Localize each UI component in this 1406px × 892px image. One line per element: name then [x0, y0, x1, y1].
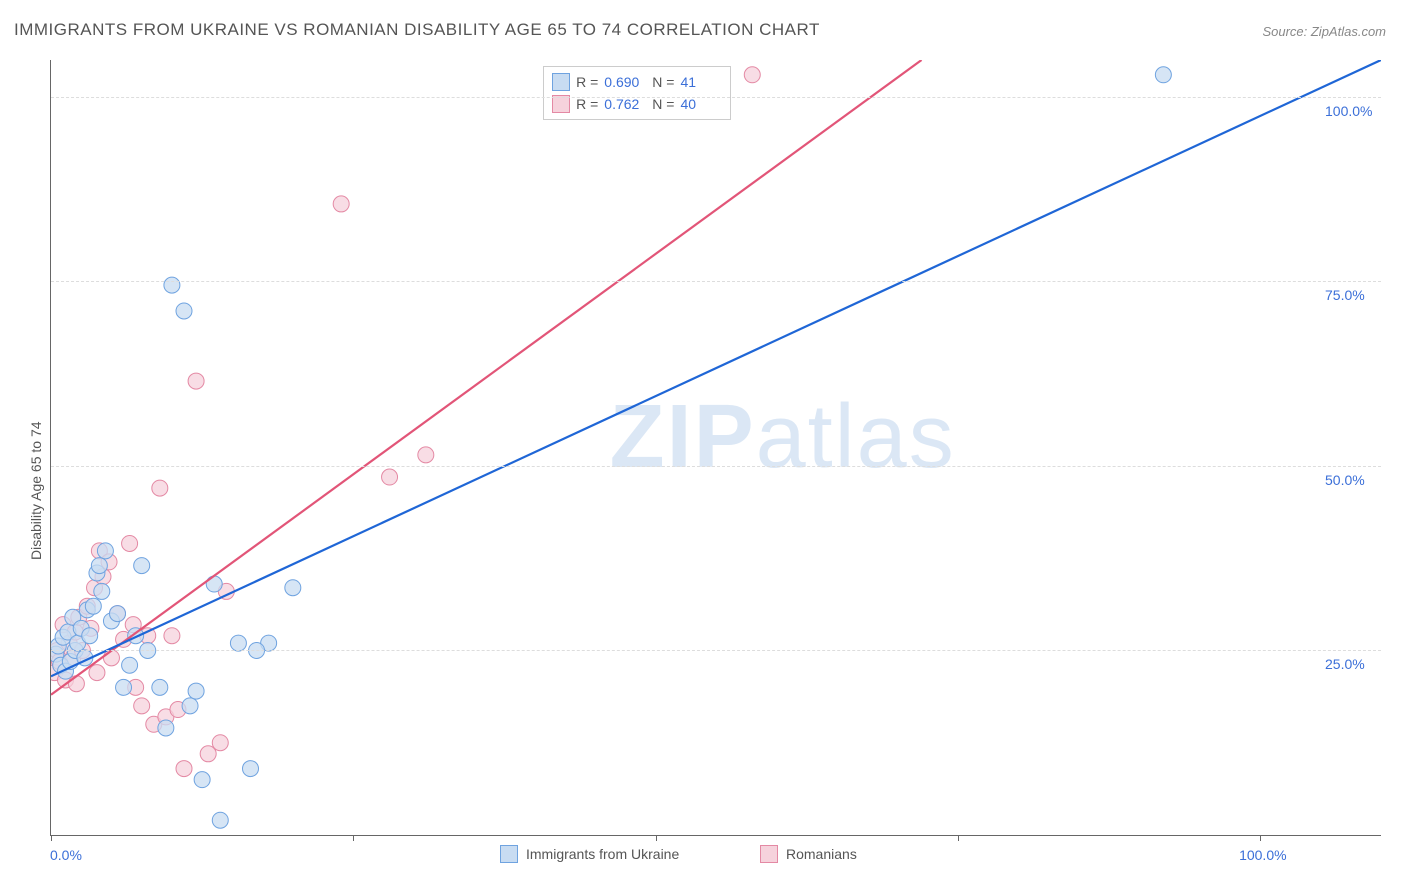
- y-tick-label: 25.0%: [1325, 656, 1365, 672]
- swatch-ukraine: [552, 73, 570, 91]
- data-point-ukraine: [285, 580, 301, 596]
- legend-label-romanians: Romanians: [786, 846, 857, 862]
- data-point-romanians: [122, 535, 138, 551]
- x-tick-label: 0.0%: [50, 847, 82, 863]
- data-point-romanians: [89, 665, 105, 681]
- y-tick-label: 100.0%: [1325, 103, 1372, 119]
- data-point-ukraine: [85, 598, 101, 614]
- data-point-ukraine: [122, 657, 138, 673]
- y-tick-label: 75.0%: [1325, 287, 1365, 303]
- regression-line-romanians: [51, 60, 922, 695]
- correlation-legend: R = 0.690 N = 41 R = 0.762 N = 40: [543, 66, 731, 120]
- data-point-romanians: [212, 735, 228, 751]
- data-point-romanians: [418, 447, 434, 463]
- n-label: N =: [652, 74, 674, 90]
- x-tick-mark: [353, 835, 354, 841]
- gridline: [51, 281, 1381, 282]
- r-label: R =: [576, 96, 598, 112]
- data-point-romanians: [152, 480, 168, 496]
- data-point-ukraine: [230, 635, 246, 651]
- data-point-ukraine: [194, 772, 210, 788]
- data-point-romanians: [188, 373, 204, 389]
- r-value-romanians: 0.762: [604, 96, 646, 112]
- legend-bottom-romanians: Romanians: [760, 845, 857, 863]
- data-point-romanians: [176, 761, 192, 777]
- y-axis-label: Disability Age 65 to 74: [28, 421, 44, 560]
- gridline: [51, 466, 1381, 467]
- data-point-ukraine: [152, 679, 168, 695]
- swatch-romanians-icon: [760, 845, 778, 863]
- data-point-romanians: [134, 698, 150, 714]
- n-value-romanians: 40: [680, 96, 722, 112]
- source-label: Source: ZipAtlas.com: [1262, 24, 1386, 39]
- plot-area: ZIPatlas R = 0.690 N = 41 R = 0.762 N = …: [50, 60, 1381, 836]
- data-point-romanians: [744, 67, 760, 83]
- y-tick-label: 50.0%: [1325, 472, 1365, 488]
- x-tick-mark: [51, 835, 52, 841]
- data-point-ukraine: [176, 303, 192, 319]
- data-point-ukraine: [182, 698, 198, 714]
- data-point-ukraine: [212, 812, 228, 828]
- r-value-ukraine: 0.690: [604, 74, 646, 90]
- data-point-ukraine: [206, 576, 222, 592]
- data-point-ukraine: [97, 543, 113, 559]
- n-label: N =: [652, 96, 674, 112]
- data-point-ukraine: [188, 683, 204, 699]
- x-tick-mark: [656, 835, 657, 841]
- data-point-romanians: [382, 469, 398, 485]
- x-tick-mark: [1260, 835, 1261, 841]
- plot-svg: [51, 60, 1381, 835]
- data-point-ukraine: [1155, 67, 1171, 83]
- x-tick-label: 100.0%: [1239, 847, 1286, 863]
- data-point-ukraine: [134, 558, 150, 574]
- data-point-ukraine: [116, 679, 132, 695]
- data-point-ukraine: [243, 761, 259, 777]
- data-point-romanians: [68, 676, 84, 692]
- data-point-romanians: [164, 628, 180, 644]
- gridline: [51, 97, 1381, 98]
- gridline: [51, 650, 1381, 651]
- regression-line-ukraine: [51, 60, 1381, 676]
- data-point-ukraine: [94, 583, 110, 599]
- legend-label-ukraine: Immigrants from Ukraine: [526, 846, 679, 862]
- data-point-ukraine: [164, 277, 180, 293]
- r-label: R =: [576, 74, 598, 90]
- n-value-ukraine: 41: [680, 74, 722, 90]
- swatch-ukraine-icon: [500, 845, 518, 863]
- data-point-ukraine: [158, 720, 174, 736]
- data-point-romanians: [333, 196, 349, 212]
- chart-title: IMMIGRANTS FROM UKRAINE VS ROMANIAN DISA…: [14, 20, 820, 40]
- legend-row-ukraine: R = 0.690 N = 41: [552, 71, 722, 93]
- data-point-ukraine: [82, 628, 98, 644]
- data-point-ukraine: [91, 558, 107, 574]
- legend-bottom-ukraine: Immigrants from Ukraine: [500, 845, 679, 863]
- data-point-romanians: [103, 650, 119, 666]
- data-point-ukraine: [110, 606, 126, 622]
- x-tick-mark: [958, 835, 959, 841]
